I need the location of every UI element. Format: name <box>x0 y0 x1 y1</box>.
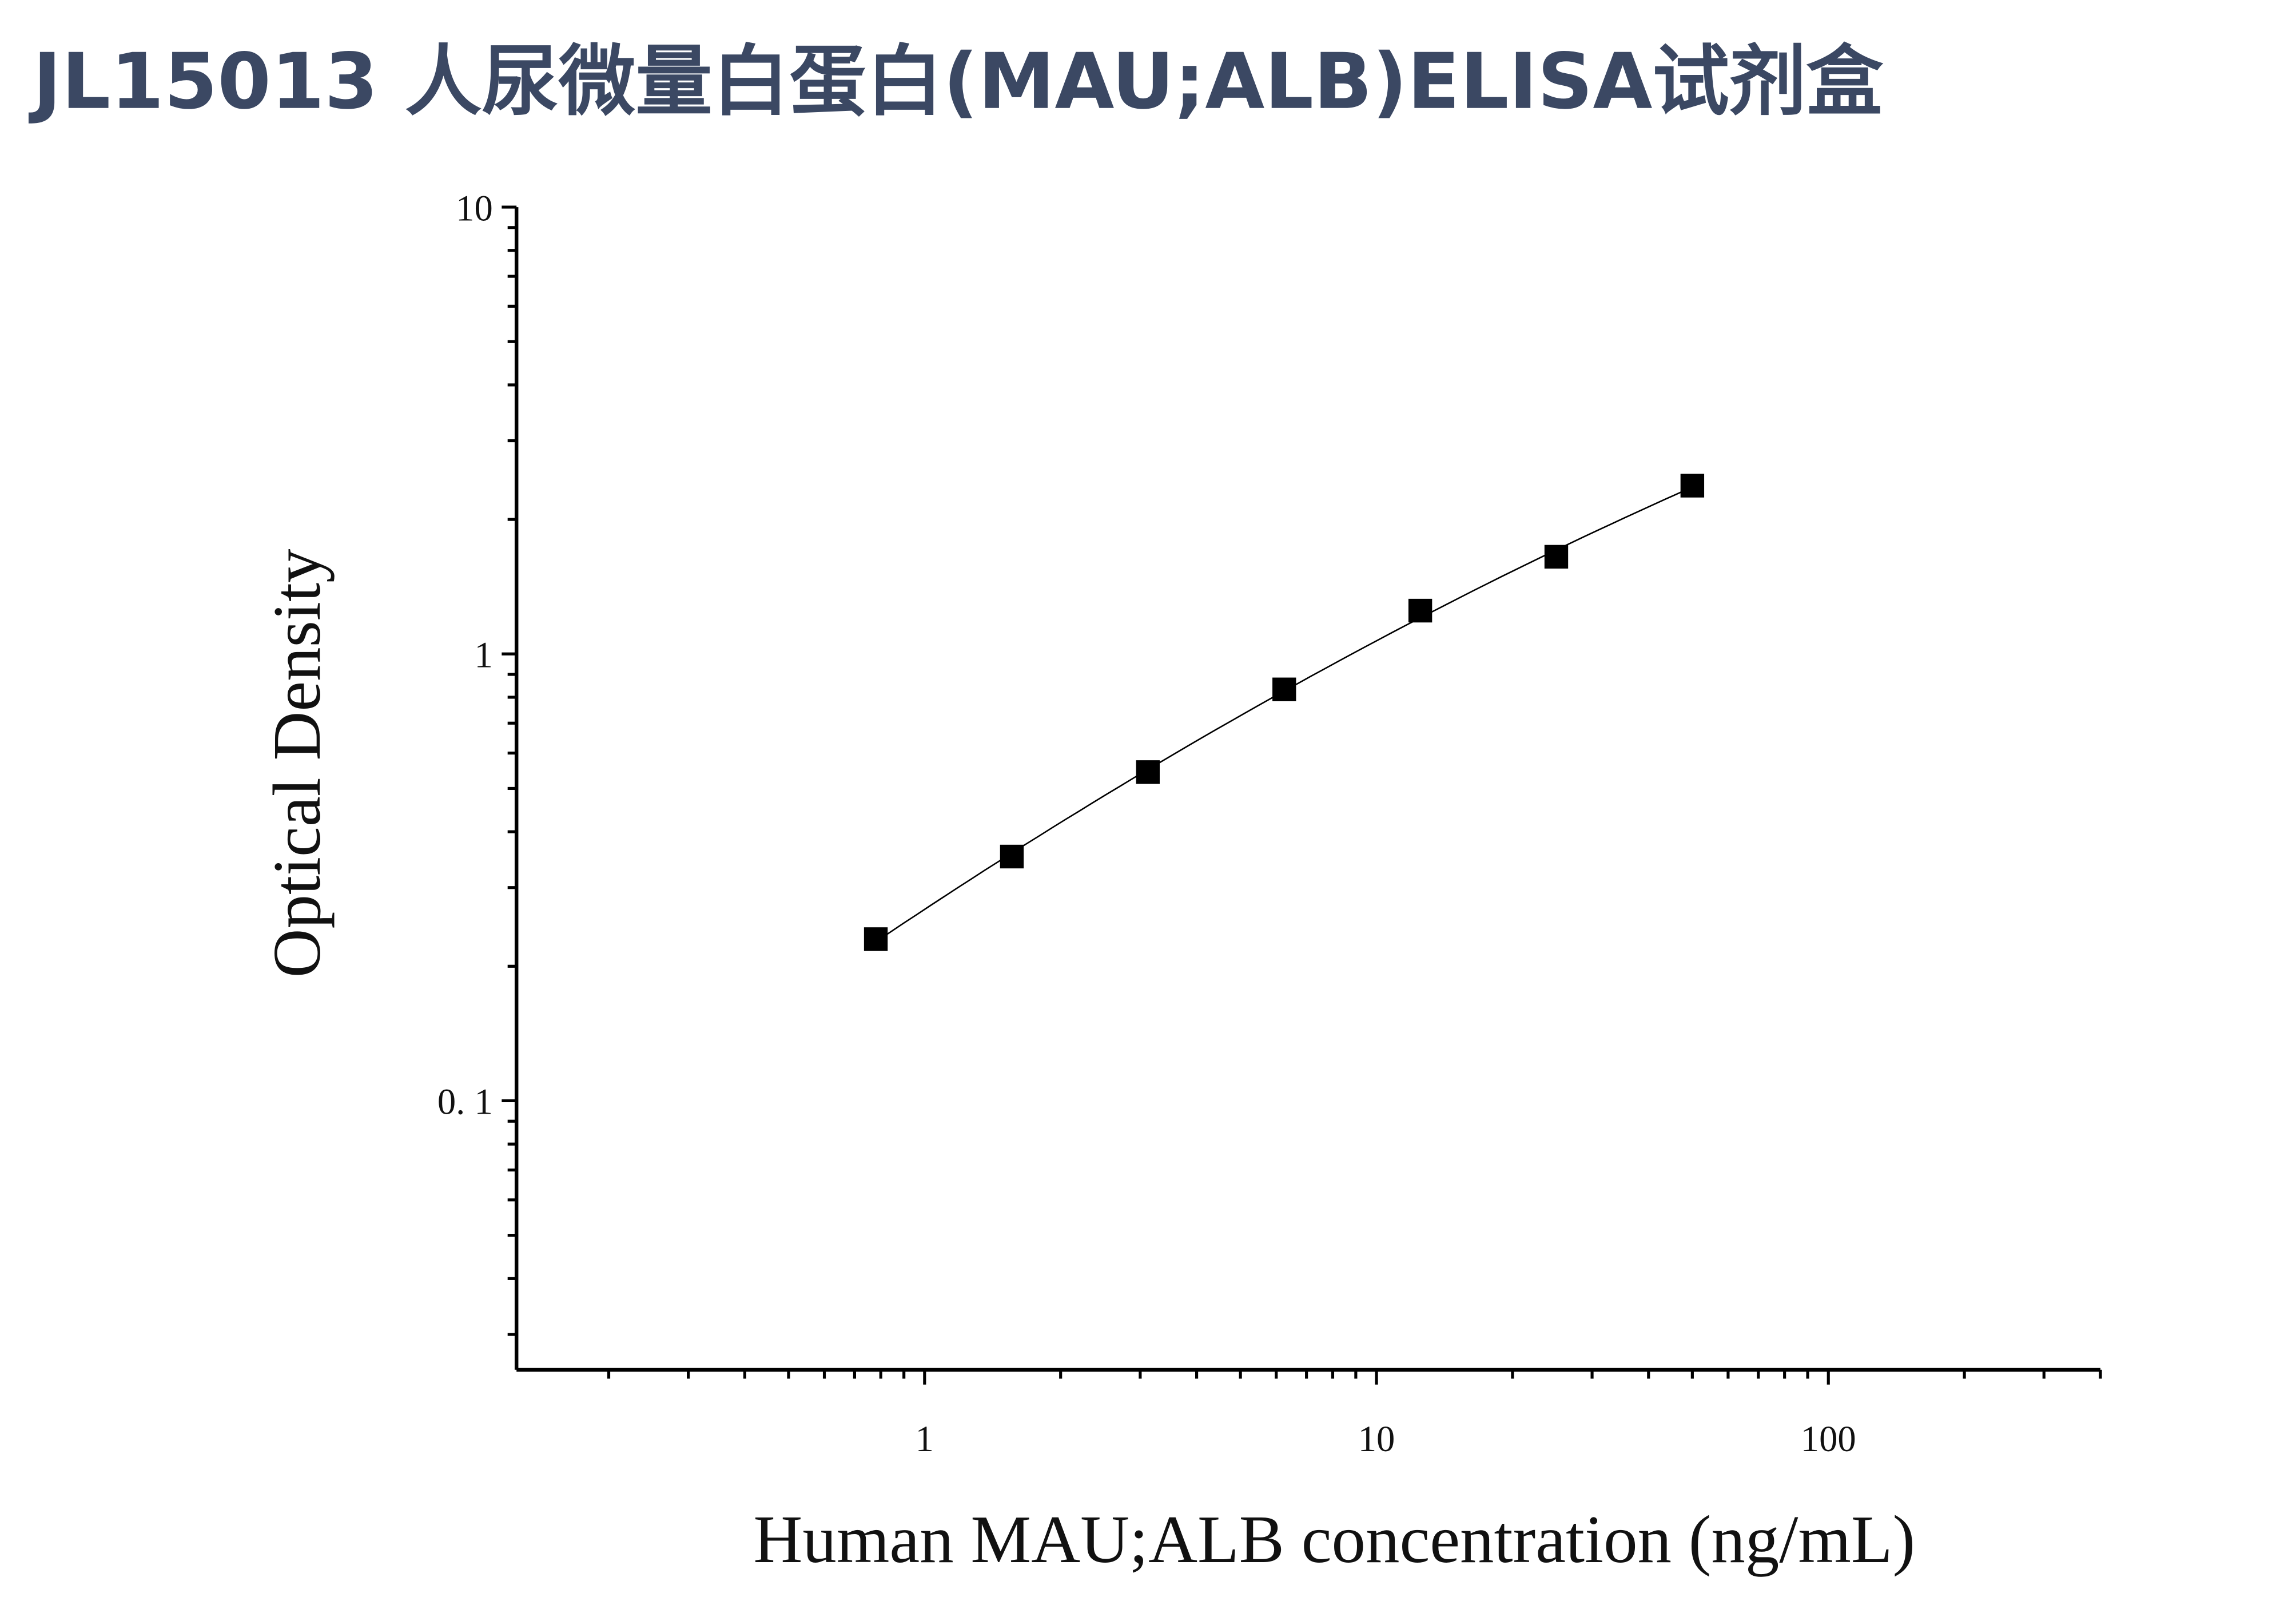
x-tick-label: 1 <box>916 1418 934 1459</box>
axes: 0. 1 1 10 1 10 100 <box>437 187 2102 1459</box>
data-point <box>1272 677 1296 701</box>
fit-curve <box>875 486 1693 943</box>
chart-title: JL15013 人尿微量白蛋白(MAU;ALB)ELISA试剂盒 <box>29 37 1884 126</box>
data-point <box>864 927 888 951</box>
y-tick-label: 1 <box>474 634 492 676</box>
x-tick-label: 100 <box>1801 1418 1856 1459</box>
data-marks <box>864 474 1705 951</box>
data-point <box>1680 474 1705 498</box>
data-point <box>1000 844 1024 869</box>
data-point <box>1136 760 1160 784</box>
x-axis-label: Human MAU;ALB concentration (ng/mL) <box>754 1501 1916 1577</box>
x-tick-label: 10 <box>1358 1418 1395 1459</box>
data-point <box>1408 598 1432 623</box>
data-point <box>1544 545 1569 569</box>
y-tick-label: 0. 1 <box>437 1081 493 1122</box>
y-tick-label: 10 <box>456 187 493 228</box>
y-axis-label: Optical Density <box>259 549 335 978</box>
